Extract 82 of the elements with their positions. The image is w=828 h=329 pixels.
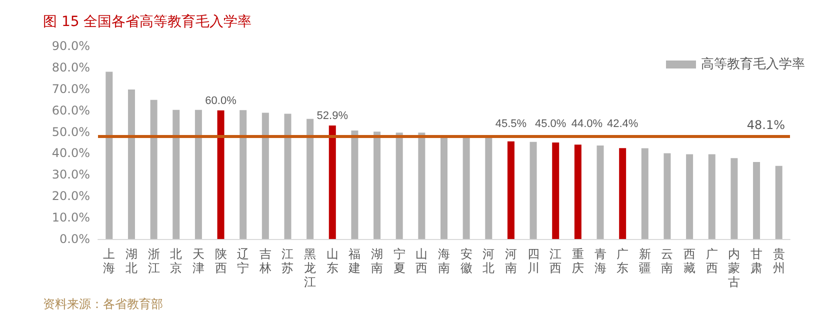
y-tick-label: 80.0%	[52, 60, 90, 74]
x-tick-label: 吉林	[258, 247, 272, 275]
bar	[440, 136, 448, 239]
bar	[664, 153, 671, 239]
bar	[730, 158, 738, 239]
bar	[150, 100, 158, 239]
x-tick-label: 辽宁	[237, 247, 250, 275]
bar	[328, 126, 336, 239]
x-tick-label: 上海	[103, 247, 116, 275]
x-tick-label: 天津	[192, 247, 204, 275]
x-tick-label: 四川	[527, 247, 540, 275]
bar	[284, 114, 292, 239]
bar	[708, 154, 716, 239]
x-tick-label: 宁夏	[393, 247, 406, 275]
bar	[462, 136, 470, 239]
bar	[128, 90, 135, 239]
x-tick-label: 河北	[482, 247, 495, 275]
bar	[351, 130, 358, 239]
x-tick-label: 安徽	[460, 247, 472, 275]
y-tick-label: 90.0%	[52, 39, 90, 53]
x-tick-label: 新疆	[638, 247, 651, 275]
bar	[753, 162, 760, 239]
x-tick-label: 甘肃	[750, 247, 763, 275]
x-tick-label: 西藏	[684, 247, 696, 275]
y-tick-label: 0.0%	[60, 232, 90, 246]
bar	[172, 110, 180, 239]
x-tick-label: 江西	[550, 247, 562, 275]
data-label: 60.0%	[205, 94, 237, 107]
data-label: 45.0%	[535, 118, 566, 130]
bar	[306, 118, 314, 239]
x-tick-label: 河南	[504, 247, 517, 275]
bar	[641, 148, 648, 239]
bar	[507, 141, 514, 239]
x-tick-label: 山西	[416, 247, 428, 275]
x-tick-label: 内蒙古	[728, 247, 740, 289]
x-tick-label: 重庆	[572, 247, 584, 275]
bar	[106, 72, 113, 239]
x-tick-label: 贵州	[772, 247, 785, 275]
y-tick-label: 10.0%	[52, 210, 90, 225]
bar	[552, 142, 560, 239]
bar	[418, 132, 426, 239]
x-tick-label: 江苏	[282, 247, 294, 275]
bar	[396, 132, 403, 239]
y-tick-label: 20.0%	[52, 189, 90, 204]
x-tick-label: 黑龙江	[304, 247, 316, 289]
bar	[217, 110, 224, 239]
text: 资料来源：各省教育部	[43, 297, 163, 311]
data-label: 45.5%	[495, 118, 527, 130]
bar	[596, 146, 604, 239]
bar	[686, 154, 694, 239]
bar	[262, 112, 269, 239]
x-tick-label: 山东	[326, 247, 338, 275]
x-tick-label: 云南	[661, 247, 674, 275]
x-tick-label: 湖北	[125, 247, 138, 275]
ref-line-label: 48.1%	[746, 118, 785, 132]
y-tick-label: 40.0%	[52, 146, 90, 160]
y-tick-label: 70.0%	[52, 82, 90, 96]
x-tick-label: 青海	[594, 247, 606, 275]
chart-title: 图 15 全国各省高等教育毛入学率	[43, 13, 252, 30]
x-tick-label: 福建	[348, 247, 361, 275]
x-tick-label: 浙江	[148, 247, 160, 275]
bar	[619, 148, 626, 239]
x-tick-label: 海南	[438, 247, 450, 275]
x-tick-label: 广东	[616, 247, 629, 275]
y-tick-label: 60.0%	[52, 103, 90, 118]
x-tick-label: 广西	[706, 247, 718, 275]
y-tick-label: 50.0%	[52, 124, 90, 139]
data-label: 42.4%	[606, 118, 638, 130]
bar	[374, 132, 381, 239]
legend-label: 高等教育毛入学率	[701, 56, 805, 72]
bar	[194, 110, 202, 239]
x-tick-label: 陕西	[214, 247, 227, 275]
y-tick-label: 30.0%	[52, 168, 90, 182]
x-tick-label: 北京	[170, 247, 182, 275]
bar	[574, 144, 582, 239]
bar	[775, 166, 782, 239]
data-label: 44.0%	[571, 118, 603, 130]
bar	[530, 142, 537, 239]
data-label: 52.9%	[316, 110, 348, 122]
x-tick-label: 湖南	[371, 247, 384, 275]
bar	[240, 110, 247, 239]
bar	[485, 136, 492, 239]
